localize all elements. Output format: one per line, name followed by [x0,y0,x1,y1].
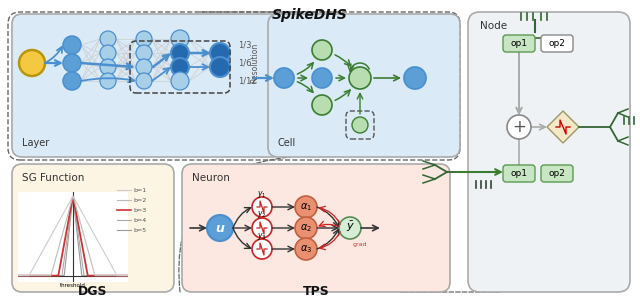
Circle shape [312,40,332,60]
Text: b=2: b=2 [133,197,147,202]
Circle shape [171,72,189,90]
Text: 1/3: 1/3 [238,40,252,50]
Text: op1: op1 [511,39,527,48]
FancyBboxPatch shape [503,165,535,182]
Circle shape [404,67,426,89]
Text: grad: grad [353,242,367,247]
Circle shape [171,44,189,62]
Text: Neuron: Neuron [192,173,230,183]
Text: $y_2$: $y_2$ [257,209,267,220]
Circle shape [171,58,189,76]
Circle shape [136,31,152,47]
Text: Cell: Cell [278,138,296,148]
Text: b=1: b=1 [133,188,146,193]
Circle shape [295,217,317,239]
Circle shape [171,30,189,48]
FancyBboxPatch shape [182,164,450,292]
Text: Resolution: Resolution [250,43,259,83]
Circle shape [252,218,272,238]
Text: u: u [216,221,225,235]
Circle shape [63,36,81,54]
Text: $y_1$: $y_1$ [257,188,267,200]
Circle shape [100,31,116,47]
Circle shape [252,197,272,217]
Circle shape [136,59,152,75]
Text: $y_3$: $y_3$ [257,230,267,242]
Circle shape [210,43,230,63]
Text: $\alpha_2$: $\alpha_2$ [300,222,312,234]
Text: SpikeDHS: SpikeDHS [272,8,348,22]
Text: SG Function: SG Function [22,173,84,183]
Circle shape [295,196,317,218]
Circle shape [349,67,371,89]
Circle shape [136,73,152,89]
Circle shape [352,117,368,133]
Circle shape [210,57,230,77]
Circle shape [295,238,317,260]
Circle shape [339,217,361,239]
Text: Node: Node [480,21,507,31]
FancyBboxPatch shape [468,12,630,292]
Text: $\bar{y}$: $\bar{y}$ [346,220,355,234]
Circle shape [19,50,45,76]
FancyBboxPatch shape [541,165,573,182]
Circle shape [100,59,116,75]
Text: TPS: TPS [303,285,330,298]
Circle shape [312,68,332,88]
FancyBboxPatch shape [541,35,573,52]
Text: Layer: Layer [22,138,49,148]
FancyBboxPatch shape [12,164,174,292]
Text: +: + [512,118,526,136]
Circle shape [63,72,81,90]
Text: op1: op1 [511,169,527,178]
Text: $\alpha_3$: $\alpha_3$ [300,243,312,255]
Text: b=5: b=5 [133,227,146,232]
FancyBboxPatch shape [503,35,535,52]
Text: b=4: b=4 [133,218,147,223]
Circle shape [100,45,116,61]
Text: $\alpha_1$: $\alpha_1$ [300,201,312,213]
Text: 1/12: 1/12 [238,76,257,85]
Circle shape [507,115,531,139]
Circle shape [207,215,233,241]
Text: 1/6: 1/6 [238,58,252,68]
Circle shape [136,45,152,61]
FancyBboxPatch shape [268,14,460,157]
Text: b=3: b=3 [133,208,147,212]
Polygon shape [547,111,579,143]
FancyBboxPatch shape [12,14,282,157]
Circle shape [312,95,332,115]
Circle shape [274,68,294,88]
Circle shape [252,239,272,259]
Text: DGS: DGS [78,285,108,298]
Circle shape [63,54,81,72]
Text: op2: op2 [548,39,565,48]
Text: op2: op2 [548,169,565,178]
Circle shape [100,73,116,89]
